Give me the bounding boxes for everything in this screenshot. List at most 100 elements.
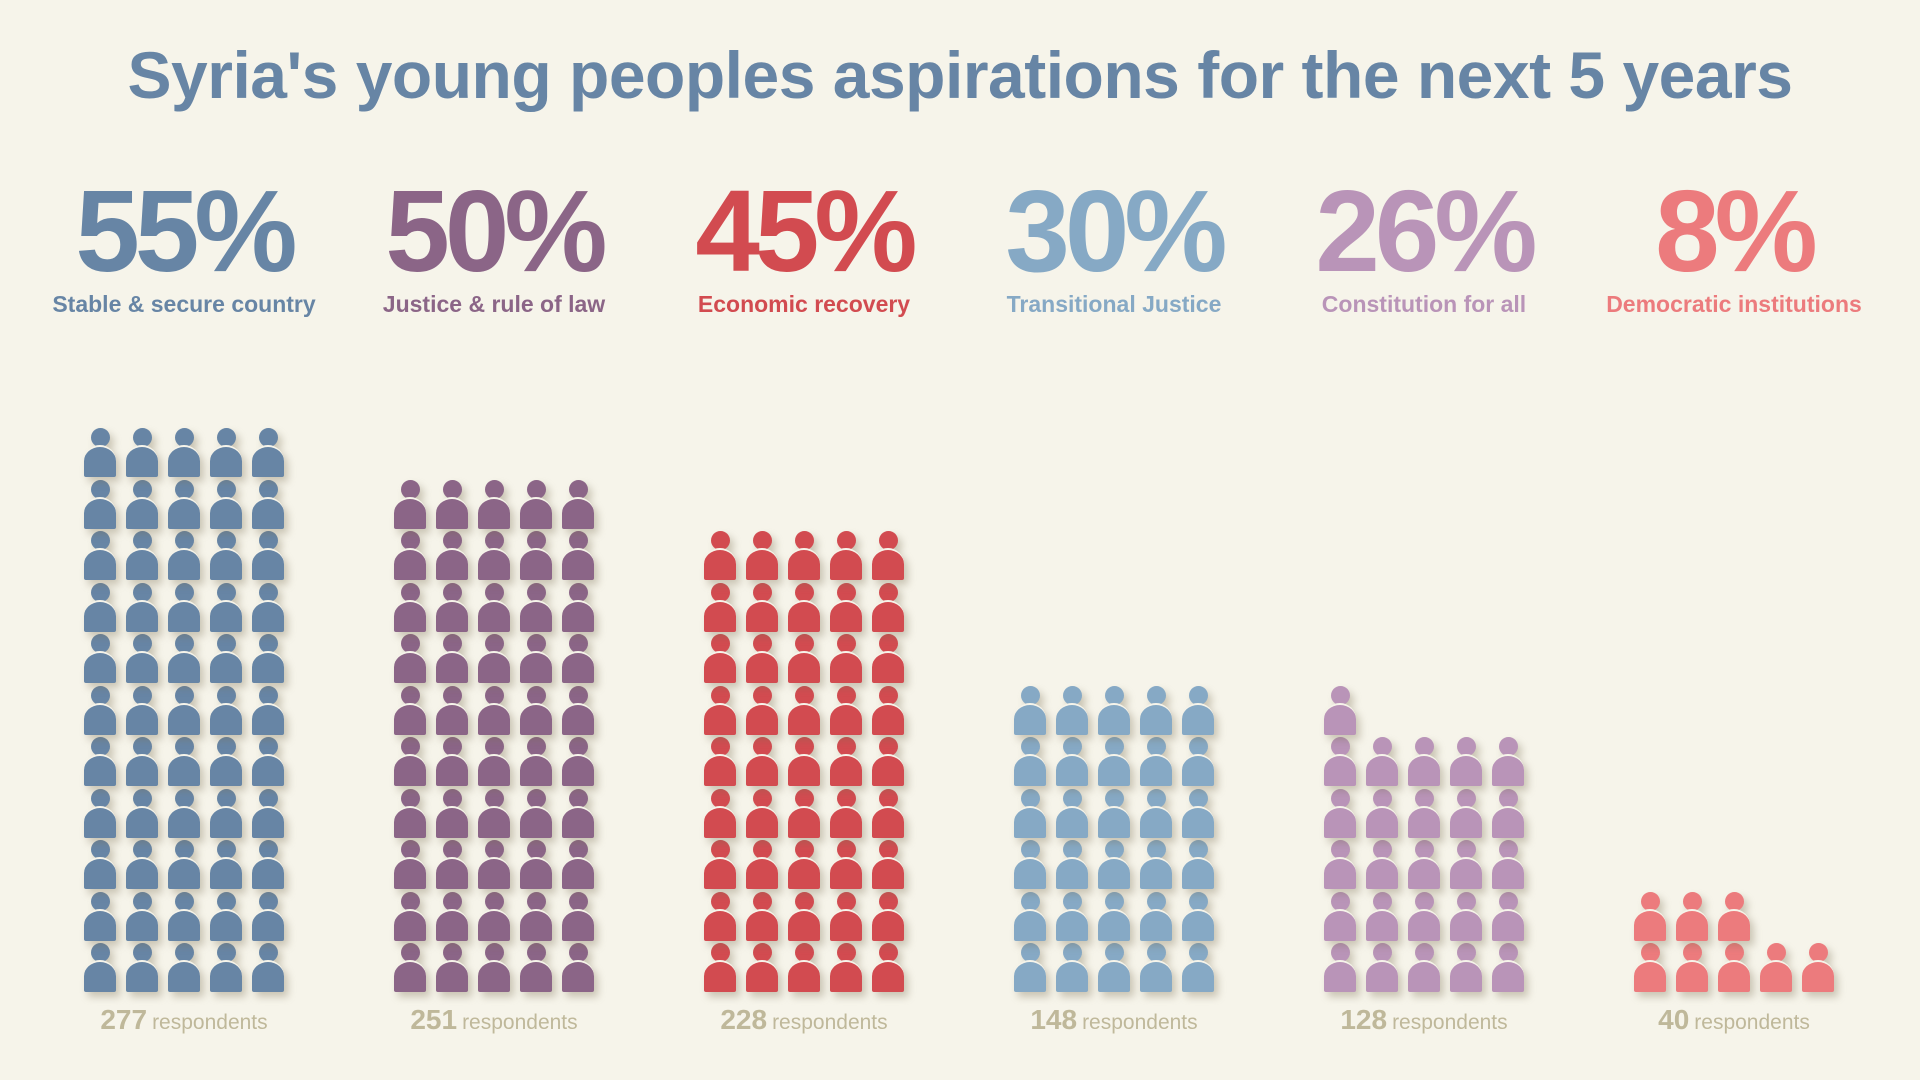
person-icon — [746, 582, 778, 633]
person-icon — [562, 582, 594, 633]
person-icon — [1098, 737, 1130, 787]
person-icon — [1676, 891, 1708, 942]
person-icon — [84, 737, 116, 787]
person-icon — [872, 788, 904, 839]
person-icon — [478, 531, 510, 581]
person-icon — [210, 634, 242, 684]
person-icon — [788, 840, 820, 890]
person-icon — [1182, 891, 1214, 942]
person-icon — [126, 479, 158, 530]
person-icon — [562, 479, 594, 530]
person-icon — [126, 737, 158, 787]
person-icon — [168, 531, 200, 581]
person-icon — [788, 737, 820, 787]
person-icon — [394, 685, 426, 736]
respondents-count: 277 — [100, 1004, 148, 1035]
person-icon — [84, 943, 116, 993]
person-icon — [1014, 840, 1046, 890]
person-icon — [520, 531, 552, 581]
person-icon — [520, 943, 552, 993]
person-icon — [1802, 943, 1834, 993]
person-icon — [872, 685, 904, 736]
respondents-label: 277 respondents — [29, 1003, 339, 1040]
person-icon — [1140, 943, 1172, 993]
person-icon — [704, 737, 736, 787]
person-icon — [1098, 788, 1130, 839]
category-column: 45% Economic recovery 228 respondents — [649, 0, 959, 1080]
icon-grid — [649, 340, 959, 1000]
person-icon — [1408, 737, 1440, 787]
person-icon — [84, 531, 116, 581]
person-icon — [788, 634, 820, 684]
person-icon — [746, 788, 778, 839]
icon-grid — [29, 340, 339, 1000]
person-icon — [436, 943, 468, 993]
person-icon — [210, 531, 242, 581]
person-icon — [394, 479, 426, 530]
category-label: Transitional Justice — [1006, 291, 1222, 317]
person-icon — [1056, 685, 1088, 736]
person-icon — [394, 582, 426, 633]
person-icon — [436, 634, 468, 684]
person-icon — [520, 788, 552, 839]
person-icon — [788, 582, 820, 633]
person-icon — [1366, 891, 1398, 942]
person-icon — [436, 531, 468, 581]
person-icon — [84, 788, 116, 839]
person-icon — [1140, 891, 1172, 942]
person-icon — [252, 479, 284, 530]
person-icon — [84, 685, 116, 736]
category-column: 26% Constitution for all 128 respondents — [1269, 0, 1579, 1080]
person-icon — [168, 685, 200, 736]
person-icon — [1366, 788, 1398, 839]
person-icon — [746, 840, 778, 890]
person-icon — [252, 428, 284, 478]
person-icon — [252, 840, 284, 890]
person-icon — [1014, 943, 1046, 993]
person-icon — [478, 685, 510, 736]
person-icon — [520, 840, 552, 890]
person-icon — [394, 788, 426, 839]
respondents-suffix: respondents — [1082, 1011, 1198, 1034]
person-icon — [830, 685, 862, 736]
person-icon — [704, 943, 736, 993]
person-icon — [84, 891, 116, 942]
person-icon — [1408, 943, 1440, 993]
person-icon — [1140, 737, 1172, 787]
person-icon — [1324, 891, 1356, 942]
person-icon — [1014, 685, 1046, 736]
person-icon — [562, 891, 594, 942]
respondents-count: 148 — [1030, 1004, 1078, 1035]
person-icon — [1140, 685, 1172, 736]
person-icon — [788, 685, 820, 736]
person-icon — [704, 634, 736, 684]
person-icon — [210, 891, 242, 942]
person-icon — [478, 582, 510, 633]
respondents-count: 40 — [1658, 1004, 1690, 1035]
person-icon — [210, 840, 242, 890]
person-icon — [394, 737, 426, 787]
person-icon — [562, 737, 594, 787]
person-icon — [1408, 788, 1440, 839]
person-icon — [1182, 943, 1214, 993]
person-icon — [84, 634, 116, 684]
person-icon — [478, 737, 510, 787]
person-icon — [1324, 685, 1356, 736]
person-icon — [1634, 943, 1666, 993]
person-icon — [1366, 943, 1398, 993]
person-icon — [436, 685, 468, 736]
person-icon — [520, 685, 552, 736]
person-icon — [478, 891, 510, 942]
category-label: Democratic institutions — [1606, 291, 1862, 317]
person-icon — [478, 788, 510, 839]
person-icon — [252, 788, 284, 839]
person-icon — [830, 943, 862, 993]
person-icon — [478, 840, 510, 890]
person-icon — [788, 891, 820, 942]
icon-grid — [1269, 340, 1579, 1000]
person-icon — [210, 943, 242, 993]
person-icon — [1182, 737, 1214, 787]
category-column: 50% Justice & rule of law 251 respondents — [339, 0, 649, 1080]
person-icon — [1450, 737, 1482, 787]
person-icon — [126, 891, 158, 942]
